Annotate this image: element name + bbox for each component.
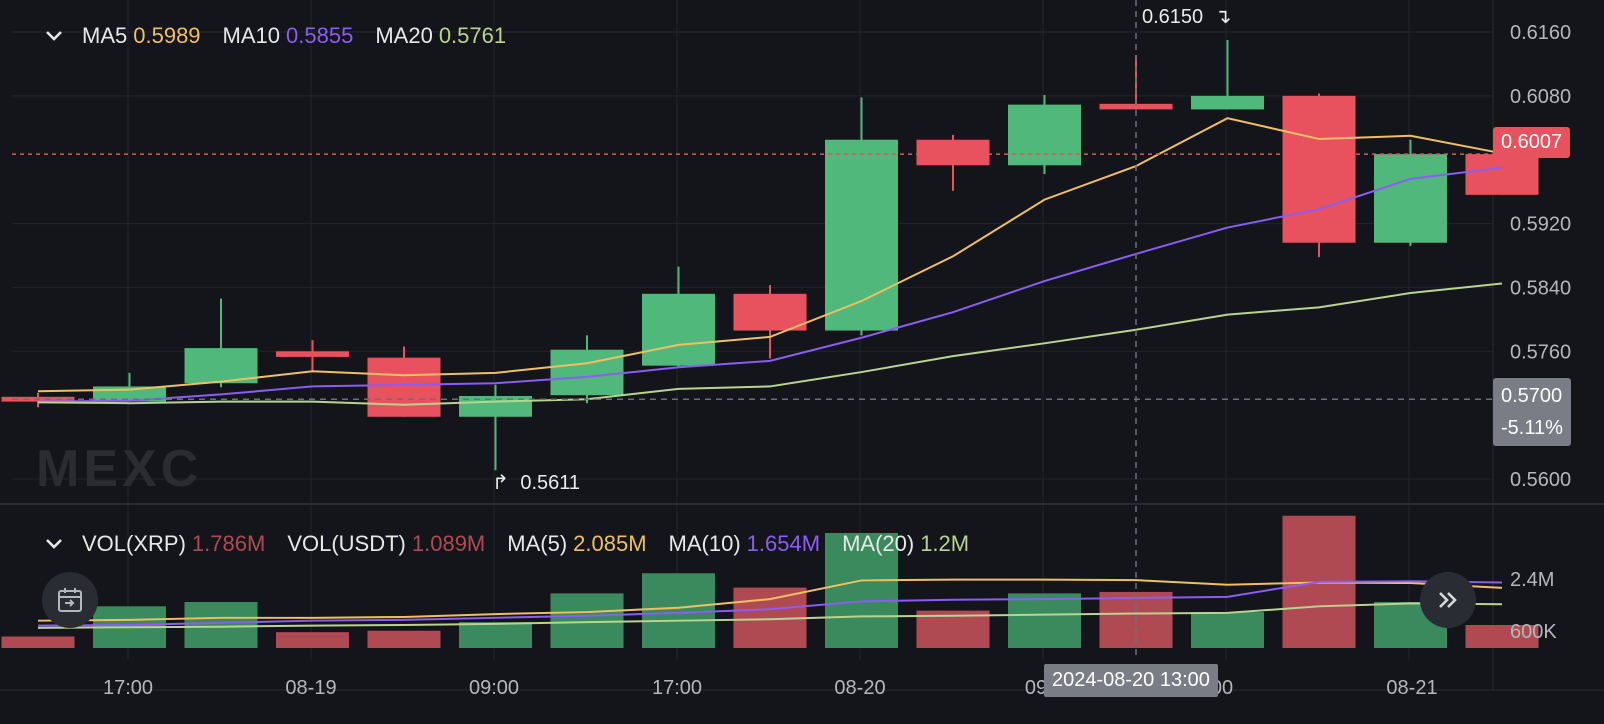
price-tick-label: 0.6080 (1510, 86, 1571, 108)
candle-up (1008, 104, 1081, 166)
ma20-value: 0.5761 (438, 23, 507, 48)
high-price-label: 0.6150 (1142, 6, 1204, 28)
candle-down (1282, 95, 1356, 243)
scroll-to-latest-button[interactable] (1420, 572, 1476, 628)
volume-bar (276, 632, 349, 648)
price-legend: MA5 0.5989 MA10 0.5855 MA20 0.5761 (40, 22, 528, 50)
current-price-value: 0.6007 (1501, 131, 1563, 153)
volume-tick-label: 600K (1510, 621, 1557, 643)
vol-ma5-line (37, 578, 1503, 622)
vol-ma10-line (37, 580, 1503, 627)
time-tick-label: 08-21 (1386, 677, 1437, 699)
time-axis: 17:00 08-19 09:00 17:00 08-20 09 00 08-21 (103, 677, 1438, 699)
volume-bar (825, 533, 898, 648)
candle-up (642, 293, 715, 366)
crosshair-price-badge: 0.5700 -5.11% (1493, 378, 1571, 446)
vol-xrp-value: 1.786M (191, 531, 266, 556)
calendar-button[interactable] (42, 572, 98, 628)
calendar-icon (58, 588, 82, 612)
time-tick-label: 09:00 (469, 677, 519, 699)
price-tick-label: 0.6160 (1510, 22, 1571, 44)
candle-up (550, 349, 624, 396)
double-chevron-right-icon (1439, 592, 1457, 608)
candle-up (1191, 95, 1264, 110)
vol-ma20-line (37, 602, 1503, 629)
price-axis: 0.6160 0.6080 0.5920 0.5840 0.5760 0.5600 (1510, 22, 1571, 491)
volume-bar (367, 630, 441, 648)
vol-ma10-label: MA(10) (668, 531, 741, 556)
arrow-up-right-icon: ↱ (492, 472, 509, 494)
candle-up (1374, 154, 1447, 243)
time-tick-label: 17:00 (652, 677, 702, 699)
volume-ma-lines (37, 578, 1503, 629)
candle-up (184, 348, 258, 384)
time-tick-label: 17:00 (103, 677, 153, 699)
ma20-line (37, 282, 1503, 406)
vol-usdt-value: 1.089M (411, 531, 486, 556)
crosshair-time-value: 2024-08-20 13:00 (1052, 669, 1210, 691)
volume-legend: VOL(XRP) 1.786M VOL(USDT) 1.089M MA(5) 2… (40, 530, 991, 558)
candle-down (1099, 103, 1173, 110)
vol-usdt-label: VOL(USDT) (287, 531, 406, 556)
grid-lines (0, 0, 1604, 691)
overlay-lines (12, 0, 1493, 660)
candle-down (916, 139, 990, 166)
price-ma-lines (37, 117, 1503, 406)
candle-down (367, 357, 441, 417)
ma5-value: 0.5989 (133, 23, 201, 48)
vol-ma20-label: MA(20) (842, 531, 915, 556)
ma10-value: 0.5855 (286, 23, 354, 48)
price-tick-label: 0.5600 (1510, 469, 1571, 491)
candlesticks (1, 39, 1539, 471)
vol-ma5-label: MA(5) (507, 531, 568, 556)
price-tick-label: 0.5840 (1510, 277, 1571, 299)
volume-bar (1008, 593, 1081, 648)
vol-ma20-value: 1.2M (920, 531, 970, 556)
volume-bar (184, 602, 258, 648)
time-tick-label: 08-19 (285, 677, 336, 699)
volume-bar (459, 622, 532, 648)
volume-axis: 2.4M 600K (1510, 569, 1557, 643)
volume-bar (550, 593, 624, 648)
ma20-label: MA20 (375, 23, 433, 48)
candle-down (1465, 154, 1539, 195)
volume-bar (1, 636, 75, 648)
vol-xrp-label: VOL(XRP) (82, 531, 186, 556)
time-tick-label: 09 (1025, 677, 1047, 699)
candle-up (825, 139, 898, 331)
vol-ma5-value: 2.085M (573, 531, 647, 556)
time-tick-label: 08-20 (834, 677, 885, 699)
ma5-line (37, 117, 1503, 393)
low-price-annotation: ↱ 0.5611 (492, 470, 580, 495)
ma10-label: MA10 (222, 23, 281, 48)
volume-bar (642, 573, 715, 648)
volume-tick-label: 2.4M (1510, 569, 1554, 591)
candle-down (276, 351, 349, 357)
vol-ma10-value: 1.654M (746, 531, 821, 556)
low-price-label: 0.5611 (520, 472, 581, 494)
price-tick-label: 0.5920 (1510, 214, 1571, 236)
chevron-down-icon[interactable] (40, 22, 68, 50)
watermark-logo: MEXC (36, 440, 202, 498)
price-tick-label: 0.5760 (1510, 341, 1571, 363)
crosshair-time-badge: 2024-08-20 13:00 (1044, 664, 1218, 697)
chevron-down-icon[interactable] (40, 530, 68, 558)
arrow-down-right-icon: ↴ (1214, 6, 1232, 28)
current-price-badge: 0.6007 (1493, 127, 1571, 158)
crosshair-price-value: 0.5700 (1501, 385, 1563, 407)
ma5-label: MA5 (82, 23, 128, 48)
volume-bar (1465, 625, 1539, 648)
candle-down (733, 293, 807, 331)
volume-bar (1191, 612, 1264, 648)
crosshair-change-value: -5.11% (1501, 417, 1563, 439)
ma10-line (37, 166, 1503, 403)
high-price-annotation: 0.6150 ↴ (1142, 4, 1232, 29)
